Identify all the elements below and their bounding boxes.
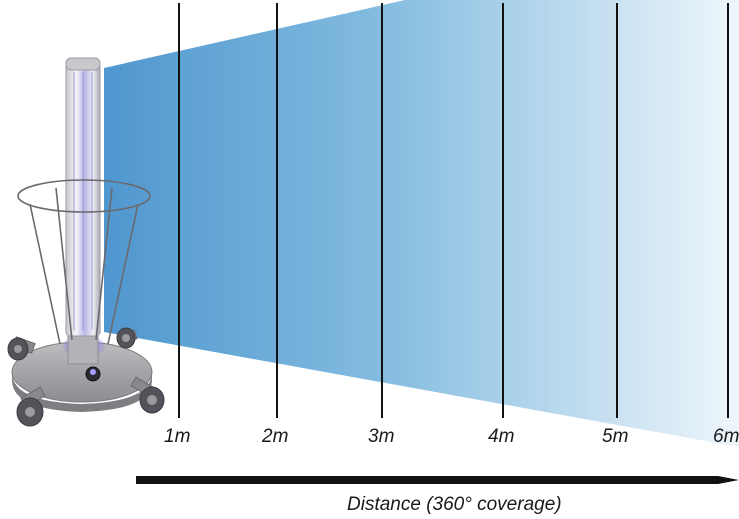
distance-label-4m: 4m <box>488 426 514 447</box>
distance-label-1m: 1m <box>164 426 190 447</box>
uv-beam-area <box>104 0 739 447</box>
distance-labels: 1m 2m 3m 4m 5m 6m <box>164 426 739 447</box>
device-column-base <box>67 331 99 365</box>
distance-marker-lines <box>178 3 729 418</box>
uv-device-illustration <box>7 57 165 427</box>
distance-axis-arrow <box>136 476 739 484</box>
distance-label-5m: 5m <box>602 426 628 447</box>
distance-label-2m: 2m <box>261 426 288 447</box>
wire-cage <box>17 179 151 345</box>
distance-label-6m: 6m <box>713 426 739 447</box>
axis-caption: Distance (360° coverage) <box>347 494 562 515</box>
distance-label-3m: 3m <box>368 426 394 447</box>
